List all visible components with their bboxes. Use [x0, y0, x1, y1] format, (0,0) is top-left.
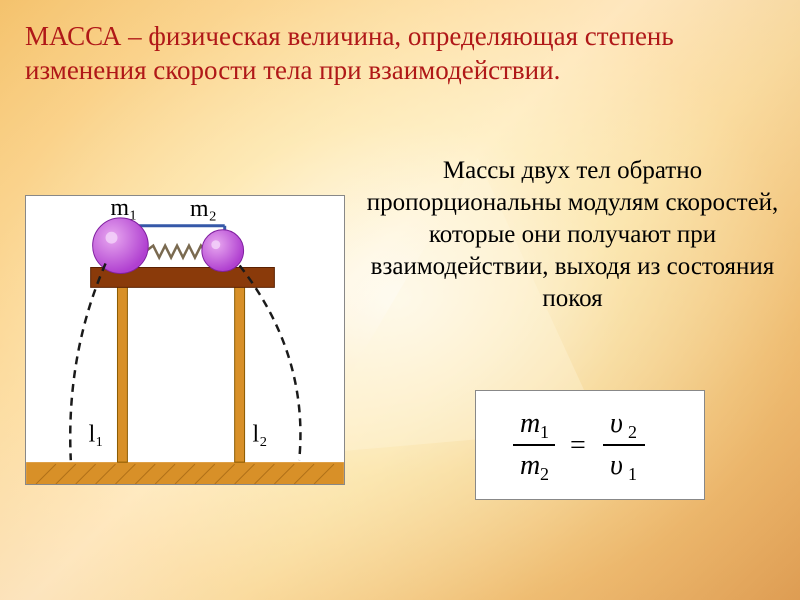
f-m1: m — [520, 408, 540, 439]
formula: m 1 m 2 = υ 2 υ 1 — [475, 390, 705, 500]
f-v2: υ — [610, 450, 623, 481]
label-l1: l₁ — [89, 421, 104, 447]
label-m1: m₁ — [111, 196, 138, 221]
f-sub2: 2 — [540, 464, 549, 484]
body-text: Массы двух тел обратно пропорциональны м… — [365, 155, 780, 315]
formula-svg: m 1 m 2 = υ 2 υ 1 — [495, 400, 685, 490]
ball-m2 — [202, 230, 244, 272]
f-sub1: 1 — [540, 422, 549, 442]
f-v1: υ — [610, 408, 623, 439]
f-vsub1: 2 — [628, 422, 637, 442]
slide-title: МАССА – физическая величина, определяюща… — [25, 20, 775, 88]
ball-m2-highlight — [211, 240, 220, 249]
trajectory-l2 — [240, 266, 301, 461]
table-leg-right — [235, 285, 245, 462]
f-vsub2: 1 — [628, 464, 637, 484]
f-m2: m — [520, 450, 540, 481]
diagram-svg: m₁ m₂ l₁ l₂ — [26, 196, 344, 484]
physics-diagram: m₁ m₂ l₁ l₂ — [25, 195, 345, 485]
table-leg-left — [117, 285, 127, 462]
label-m2: m₂ — [190, 196, 217, 222]
spring — [145, 246, 205, 258]
f-eq: = — [570, 430, 586, 461]
ball-m1 — [93, 218, 149, 274]
ball-m1-highlight — [106, 232, 118, 244]
label-l2: l₂ — [253, 421, 268, 447]
